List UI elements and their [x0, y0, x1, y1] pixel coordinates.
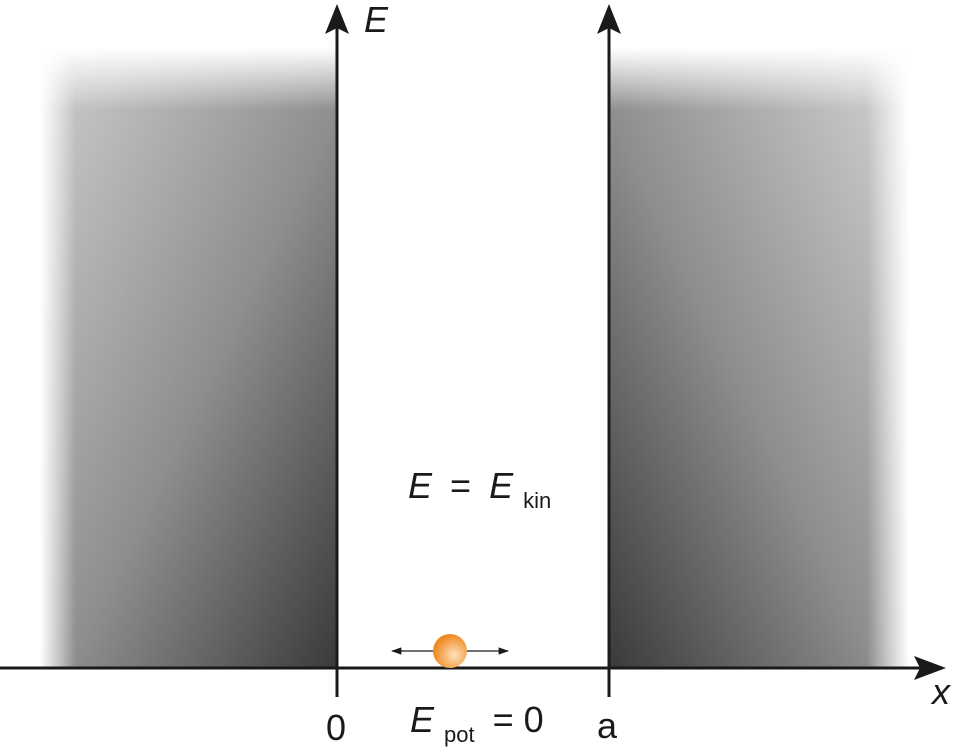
tick-label-a: a	[597, 705, 618, 746]
energy-equation: E = E kin	[408, 465, 551, 513]
right-wall-line	[597, 4, 621, 697]
right-potential-wall	[609, 48, 909, 668]
energy-equation-equals: =	[450, 465, 471, 506]
potential-equation-base: E	[410, 699, 435, 740]
tick-label-zero: 0	[326, 707, 346, 748]
energy-axis	[325, 4, 349, 697]
x-axis-label: x	[930, 671, 952, 712]
particle-ball	[433, 634, 467, 668]
potential-equation-rest: = 0	[493, 699, 544, 740]
x-axis-arrowhead	[914, 656, 946, 680]
potential-equation: E pot = 0	[410, 699, 544, 749]
energy-equation-rhs: E	[489, 465, 514, 506]
energy-equation-lhs: E	[408, 465, 433, 506]
energy-equation-subscript: kin	[523, 488, 551, 513]
potential-equation-subscript: pot	[444, 722, 475, 747]
x-axis	[0, 656, 946, 680]
energy-axis-arrowhead	[325, 4, 349, 34]
left-potential-wall	[40, 48, 337, 668]
particle-motion	[390, 634, 510, 668]
y-axis-label: E	[364, 0, 389, 40]
right-wall-arrowhead	[597, 4, 621, 34]
